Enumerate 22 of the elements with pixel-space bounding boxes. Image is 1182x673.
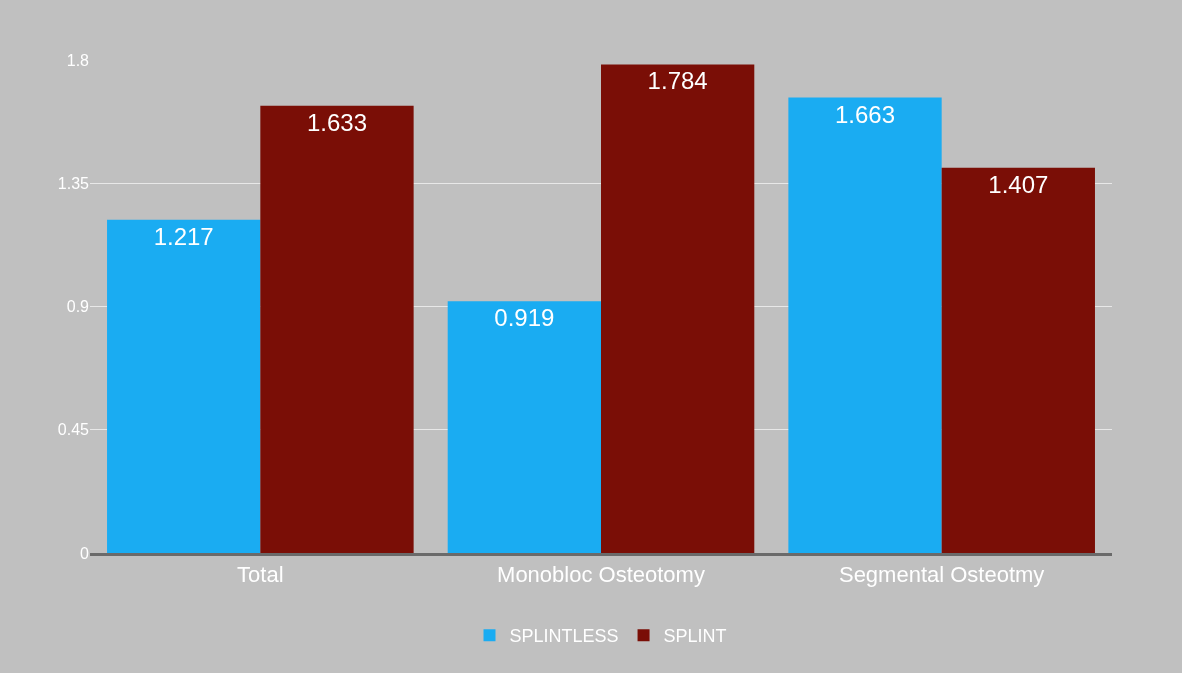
data-label: 1.784: [647, 67, 708, 95]
y-tick-label: 0.45: [57, 421, 90, 439]
bar: [447, 301, 601, 553]
legend-label: SPLINTLESS: [509, 626, 619, 647]
y-tick-label: 0.9: [66, 298, 90, 316]
data-label: 1.217: [153, 222, 214, 250]
data-label: 1.633: [306, 108, 368, 136]
y-tick-label: 1.8: [66, 51, 90, 69]
x-tick-label: Monobloc Osteotomy: [497, 562, 705, 588]
data-label: 1.663: [834, 100, 896, 128]
x-tick-label: Total: [237, 562, 284, 588]
bar: [107, 219, 261, 553]
bar: [601, 64, 755, 553]
bar: [260, 105, 414, 553]
legend-label: SPLINT: [663, 626, 727, 647]
data-label: 0.919: [494, 304, 555, 332]
bar: [788, 97, 942, 553]
y-tick-label: 0: [80, 544, 90, 562]
bar: [941, 167, 1095, 553]
x-tick-label: Segmental Osteotmy: [838, 562, 1045, 588]
y-tick-label: 1.35: [57, 174, 90, 192]
data-label: 1.407: [988, 170, 1049, 198]
